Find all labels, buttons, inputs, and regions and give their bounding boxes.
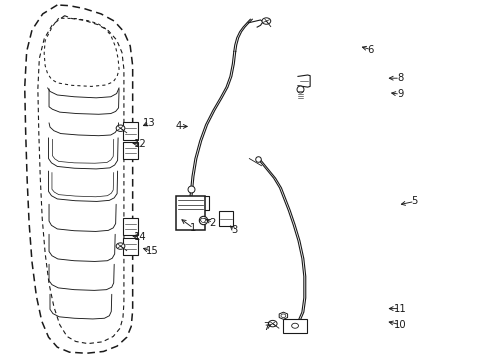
Circle shape xyxy=(116,125,124,131)
Text: 8: 8 xyxy=(396,73,403,83)
Text: 9: 9 xyxy=(396,89,403,99)
Text: 14: 14 xyxy=(133,232,146,242)
Text: 11: 11 xyxy=(393,303,406,314)
Bar xyxy=(219,211,232,226)
Text: 4: 4 xyxy=(175,121,182,131)
Text: 12: 12 xyxy=(133,139,146,149)
Text: 2: 2 xyxy=(209,218,216,228)
Circle shape xyxy=(281,314,285,318)
Bar xyxy=(122,238,137,255)
Circle shape xyxy=(291,323,298,328)
Circle shape xyxy=(262,18,270,24)
Text: 1: 1 xyxy=(190,223,196,233)
Bar xyxy=(283,319,306,333)
Circle shape xyxy=(116,243,124,249)
Circle shape xyxy=(268,320,277,327)
Text: 15: 15 xyxy=(145,247,158,256)
Text: 6: 6 xyxy=(367,45,373,55)
Bar xyxy=(122,218,137,235)
Text: 3: 3 xyxy=(231,225,238,235)
Bar xyxy=(122,122,137,140)
Bar xyxy=(176,196,204,230)
Bar xyxy=(122,142,137,159)
Text: 10: 10 xyxy=(393,320,406,330)
Text: 7: 7 xyxy=(263,322,269,332)
Text: 5: 5 xyxy=(410,197,417,206)
Text: 13: 13 xyxy=(143,118,156,128)
